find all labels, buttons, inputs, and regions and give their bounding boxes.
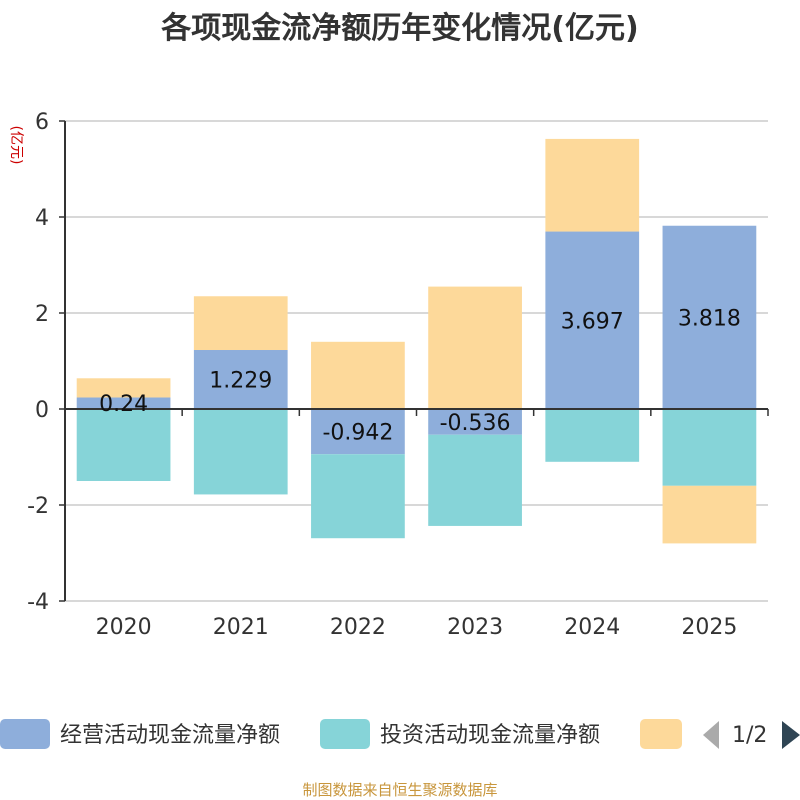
- data-label-2023: -0.536: [440, 411, 511, 436]
- bar-2025-series-2[interactable]: [662, 485, 757, 544]
- legend-swatch-financing[interactable]: [640, 719, 682, 749]
- bar-2025-series-1[interactable]: [662, 409, 757, 486]
- bar-2020-series-2[interactable]: [76, 378, 171, 398]
- bar-2023-series-1[interactable]: [428, 434, 522, 526]
- legend-next-page-icon[interactable]: [782, 721, 800, 749]
- bar-2022-series-1[interactable]: [311, 454, 405, 539]
- data-labels: 0.24 1.229 -0.942 -0.536 3.697 3.818: [99, 306, 741, 445]
- data-label-2021: 1.229: [209, 369, 272, 394]
- y-tick-label--4: -4: [27, 590, 49, 615]
- data-label-2024: 3.697: [561, 309, 624, 334]
- chart-title: 各项现金流净额历年变化情况(亿元): [160, 11, 638, 46]
- legend-prev-page-icon[interactable]: [703, 721, 719, 749]
- bar-2024-series-2[interactable]: [545, 138, 640, 232]
- bar-marks[interactable]: [76, 138, 757, 544]
- bar-2023-series-2[interactable]: [428, 286, 522, 409]
- legend-item-financing[interactable]: [640, 719, 682, 749]
- x-tick-label-2023: 2023: [447, 615, 503, 640]
- bar-2022-series-0[interactable]: [311, 409, 405, 455]
- y-tick-label--2: -2: [27, 494, 49, 519]
- bar-2020-series-1[interactable]: [76, 409, 171, 481]
- legend-page-indicator: 1/2: [732, 723, 767, 748]
- data-label-2025: 3.818: [678, 306, 741, 331]
- legend-swatch-operating[interactable]: [0, 719, 50, 749]
- data-label-2022: -0.942: [322, 421, 393, 446]
- legend-item-investing[interactable]: 投资活动现金流量净额: [320, 719, 600, 749]
- x-tick-label-2020: 2020: [96, 615, 152, 640]
- x-tick-label-2022: 2022: [330, 615, 386, 640]
- bar-2021-series-0[interactable]: [193, 350, 288, 409]
- y-tick-label-0: 0: [35, 398, 49, 423]
- x-tick-label-2025: 2025: [681, 615, 737, 640]
- bar-2024-series-0[interactable]: [545, 231, 640, 409]
- legend-item-operating[interactable]: 经营活动现金流量净额: [0, 719, 280, 749]
- grid-lines: [65, 120, 768, 602]
- data-label-2020: 0.24: [99, 392, 148, 417]
- bar-2024-series-1[interactable]: [545, 409, 640, 462]
- y-axis-unit-label: (亿元): [8, 126, 24, 165]
- legend-label-investing[interactable]: 投资活动现金流量净额: [380, 723, 600, 748]
- legend-swatch-investing[interactable]: [320, 719, 370, 749]
- legend[interactable]: 经营活动现金流量净额 投资活动现金流量净额 1/2: [0, 719, 800, 749]
- y-tick-label-2: 2: [35, 302, 49, 327]
- bar-2020-series-0[interactable]: [76, 397, 171, 409]
- y-tick-label-4: 4: [35, 206, 49, 231]
- axes: -4 -2 0 2 4 6 2020 2021 2022 2023 2024 2025: [27, 110, 769, 640]
- y-tick-label-6: 6: [35, 110, 49, 135]
- x-tick-label-2021: 2021: [213, 615, 269, 640]
- bar-2025-series-0[interactable]: [662, 225, 757, 409]
- bar-2021-series-2[interactable]: [193, 296, 288, 351]
- data-source-note: 制图数据来自恒生聚源数据库: [302, 781, 497, 799]
- bar-2021-series-1[interactable]: [193, 409, 288, 495]
- x-tick-label-2024: 2024: [564, 615, 620, 640]
- legend-label-operating[interactable]: 经营活动现金流量净额: [60, 723, 280, 748]
- bar-2022-series-2[interactable]: [311, 341, 405, 409]
- bar-2023-series-0[interactable]: [428, 409, 522, 435]
